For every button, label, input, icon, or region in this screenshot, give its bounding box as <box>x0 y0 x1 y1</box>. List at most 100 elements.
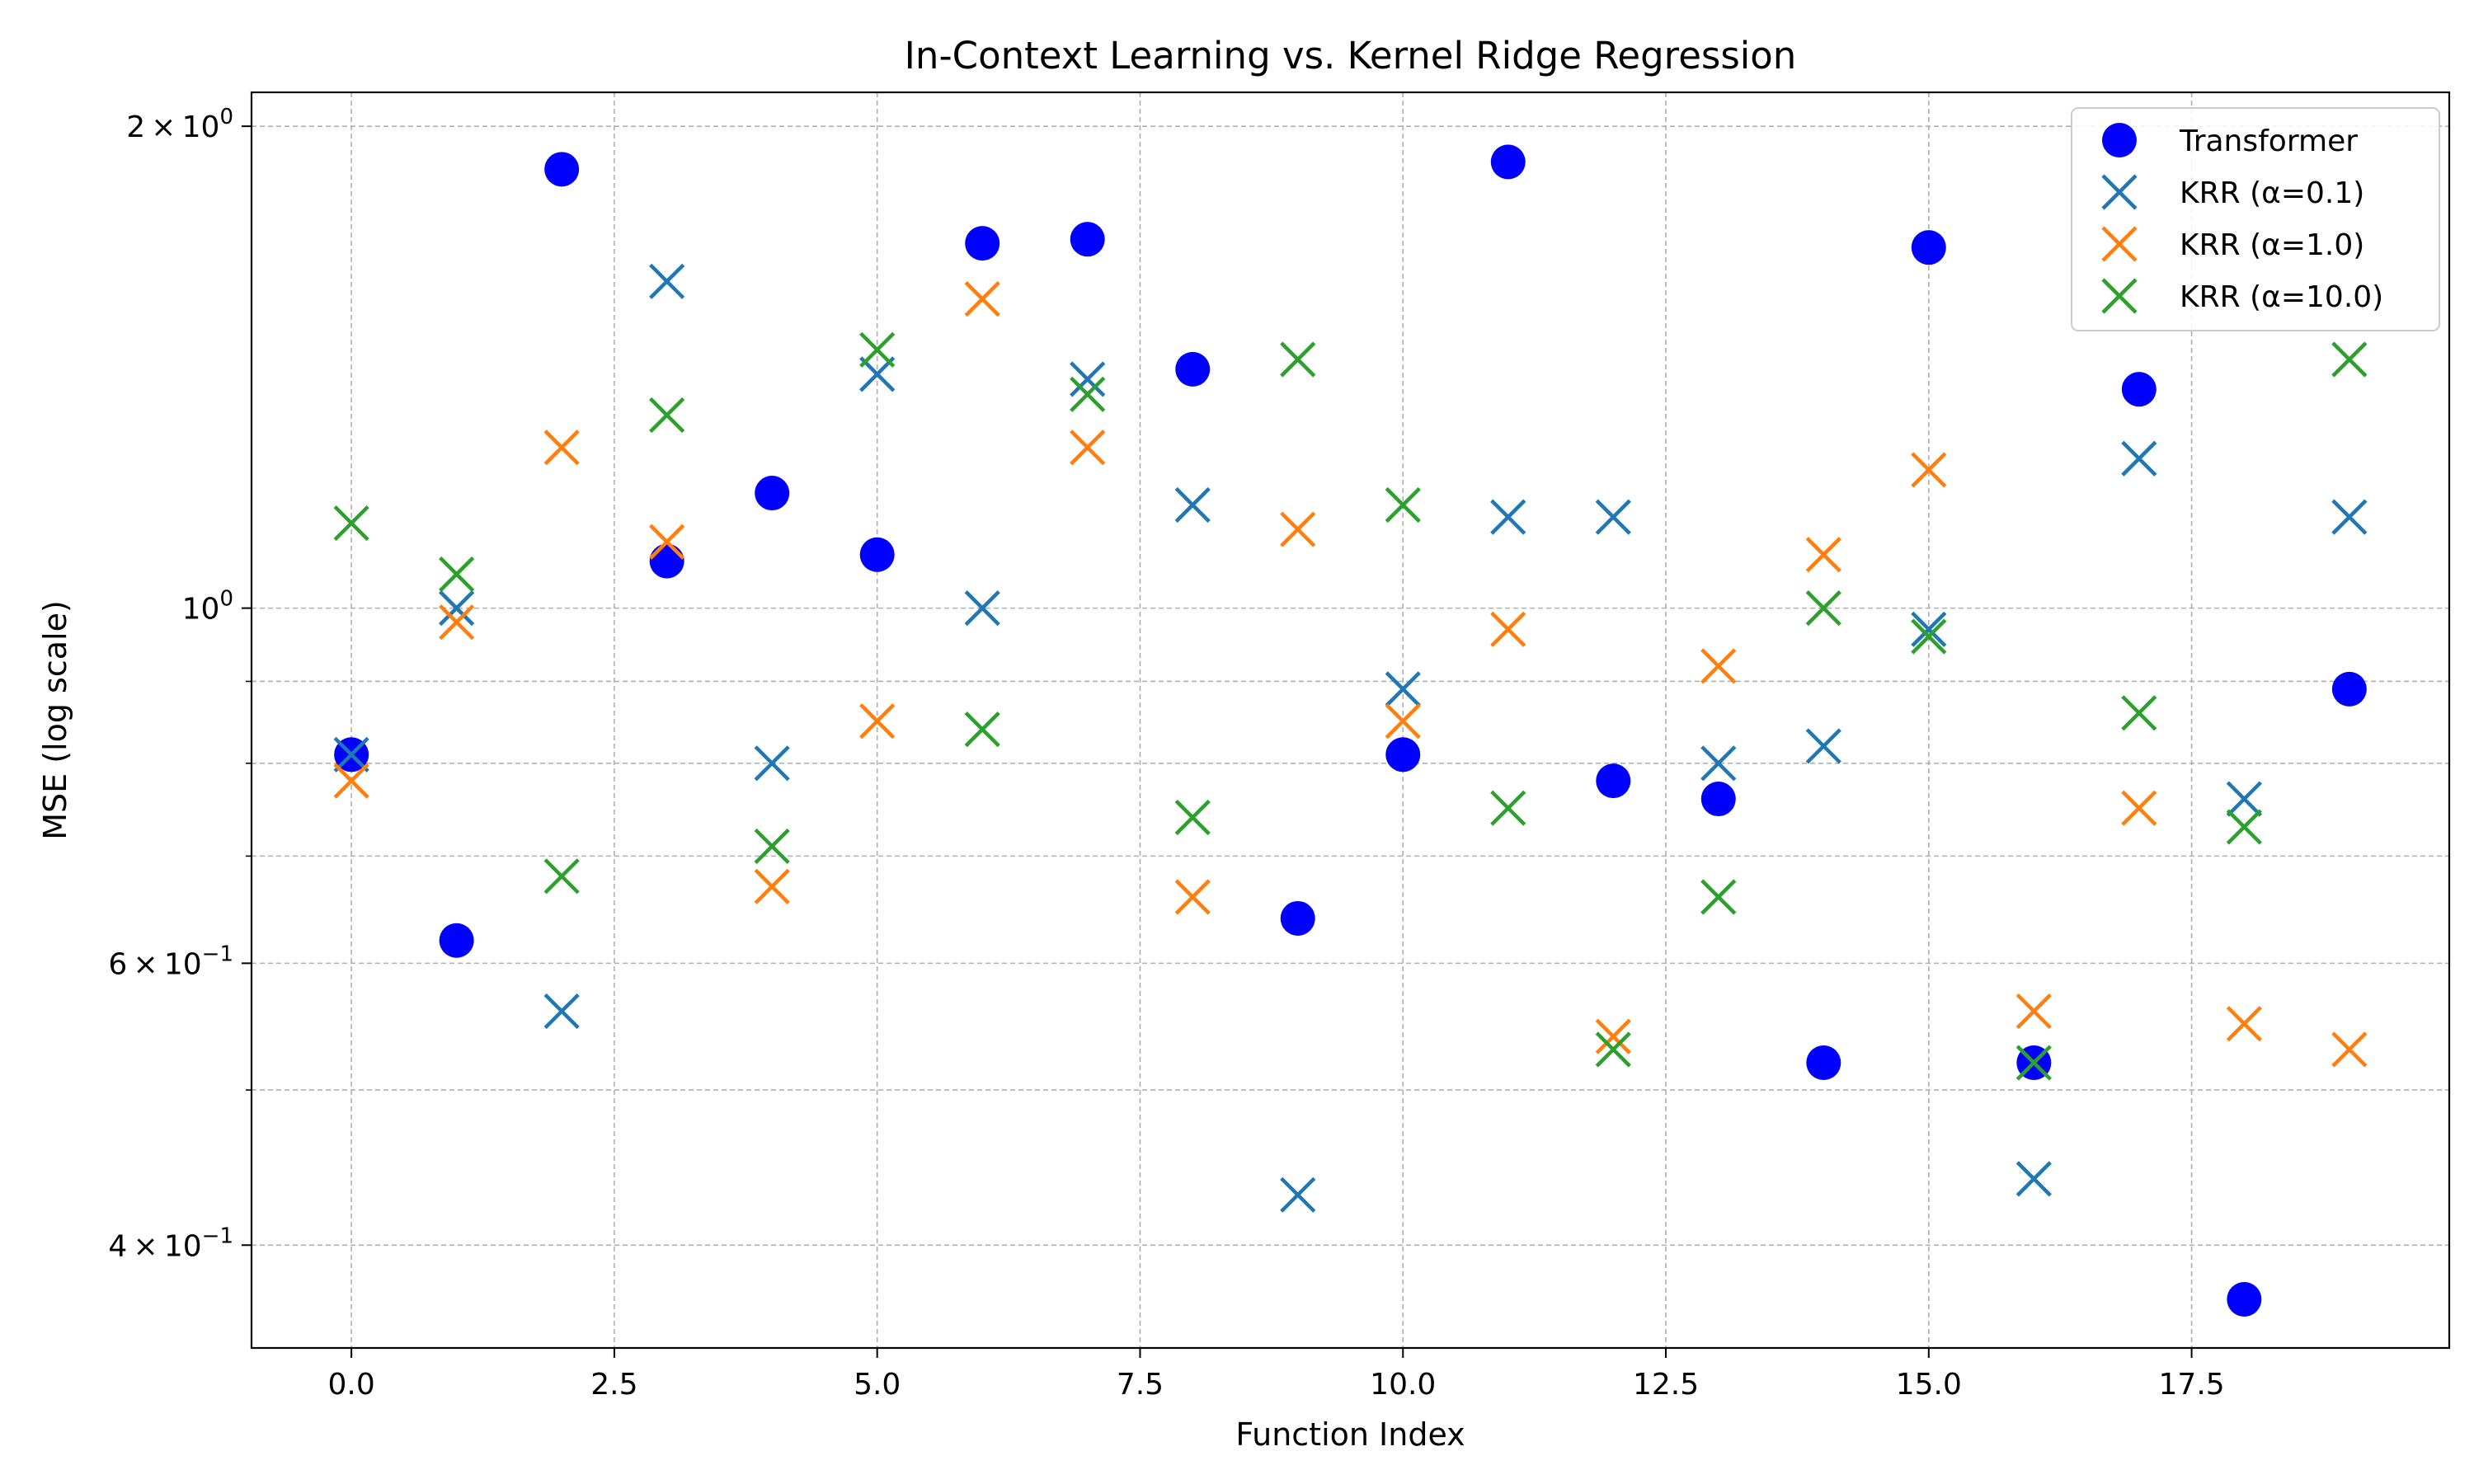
data-point <box>1070 430 1106 466</box>
data-point <box>2331 671 2367 707</box>
data-marks <box>333 144 2368 1317</box>
data-point <box>1911 452 1947 488</box>
legend-label: KRR (α=1.0) <box>2180 228 2364 262</box>
data-point <box>1596 763 1631 799</box>
data-point <box>1490 144 1526 180</box>
data-point <box>2226 1006 2262 1042</box>
x-tick-label: 15.0 <box>1896 1368 1962 1402</box>
legend-item: KRR (α=1.0) <box>2101 226 2364 262</box>
data-point <box>1175 351 1211 387</box>
data-point <box>1385 703 1421 740</box>
data-point <box>754 745 790 782</box>
data-point <box>543 430 580 466</box>
data-point <box>859 331 896 368</box>
x-tick-label: 17.5 <box>2159 1368 2225 1402</box>
data-point <box>1805 728 1841 764</box>
data-point <box>439 590 475 627</box>
y-axis-label: MSE (log scale) <box>37 600 73 840</box>
data-point <box>439 556 475 593</box>
data-point <box>1700 648 1737 684</box>
y-tick-label: 6 × 10−1 <box>108 942 233 981</box>
axis-ticks: 0.0 2.5 5.0 7.5 10.0 12.5 15.0 17.5 2 × 100 100 6 … <box>108 105 2224 1402</box>
data-point <box>2331 1031 2368 1068</box>
legend-marker <box>2101 278 2138 314</box>
legend: Transformer KRR (α=0.1) KRR (α=1.0) KRR (α=… <box>2071 107 2440 331</box>
data-point <box>543 858 580 895</box>
y-tick-label: 2 × 100 <box>126 105 233 144</box>
y-tick-label: 100 <box>182 587 233 627</box>
data-point <box>1070 361 1106 397</box>
data-point <box>544 152 580 187</box>
data-point <box>755 476 790 511</box>
data-point <box>1490 611 1526 647</box>
data-point <box>649 397 685 434</box>
data-point <box>1490 790 1526 826</box>
data-point <box>1280 341 1316 378</box>
legend-box <box>2071 107 2440 331</box>
data-point <box>2121 440 2157 477</box>
data-point <box>1700 782 1736 817</box>
data-point <box>859 537 895 572</box>
x-tick-label: 7.5 <box>1117 1368 1164 1402</box>
data-point <box>2015 1045 2052 1081</box>
data-point <box>1700 745 1737 782</box>
data-point <box>543 993 580 1030</box>
legend-item: Transformer <box>2102 123 2358 158</box>
data-point <box>2121 372 2157 407</box>
data-point <box>1280 511 1316 547</box>
data-point <box>1911 611 1947 647</box>
data-point <box>1805 537 1841 573</box>
data-point <box>2121 790 2157 826</box>
data-point <box>964 711 1000 748</box>
data-point <box>333 505 369 542</box>
data-point <box>1280 1176 1316 1213</box>
data-point <box>2331 341 2368 378</box>
x-tick-label: 10.0 <box>1370 1368 1436 1402</box>
data-point <box>965 226 1000 261</box>
legend-label: KRR (α=10.0) <box>2180 280 2383 314</box>
data-point <box>2331 499 2368 535</box>
data-point <box>964 281 1000 317</box>
data-point <box>439 604 475 641</box>
series-1 <box>333 263 2368 1213</box>
data-point <box>649 263 685 299</box>
legend-item: KRR (α=10.0) <box>2101 278 2383 314</box>
series-3 <box>333 331 2368 1081</box>
data-point <box>1911 230 1946 265</box>
legend-marker <box>2101 226 2138 262</box>
data-point <box>333 763 369 799</box>
data-point <box>1490 499 1526 535</box>
data-point <box>1911 618 1947 655</box>
y-tick-label: 4 × 10−1 <box>108 1223 233 1263</box>
data-point <box>1595 1031 1631 1068</box>
data-point <box>649 524 685 560</box>
legend-label: KRR (α=0.1) <box>2180 176 2364 210</box>
x-tick-label: 12.5 <box>1633 1368 1699 1402</box>
data-point <box>1385 671 1421 707</box>
data-point <box>1174 486 1211 524</box>
data-point <box>1595 1018 1631 1054</box>
data-point <box>1070 222 1105 257</box>
data-point <box>1070 376 1106 412</box>
legend-marker <box>2102 123 2137 157</box>
data-point <box>1700 879 1737 915</box>
series-2 <box>333 281 2368 1068</box>
data-point <box>859 703 896 740</box>
data-point <box>2121 695 2157 731</box>
data-point <box>754 868 790 904</box>
x-tick-label: 2.5 <box>590 1368 637 1402</box>
data-point <box>1595 499 1631 535</box>
grid <box>252 92 2449 1348</box>
data-point <box>2226 809 2262 845</box>
legend-marker <box>2101 174 2138 210</box>
data-point <box>2015 1161 2052 1197</box>
plot-frame <box>250 91 2451 1350</box>
data-point <box>439 923 474 958</box>
data-point <box>1280 900 1315 936</box>
data-point <box>754 828 790 865</box>
data-point <box>2227 1282 2262 1317</box>
data-point <box>649 543 684 579</box>
data-point <box>1174 799 1211 836</box>
